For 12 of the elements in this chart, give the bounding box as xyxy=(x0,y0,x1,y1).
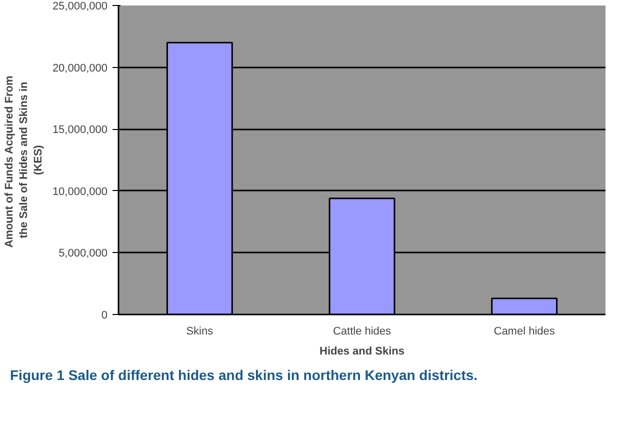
y-tick-label: 25,000,000 xyxy=(52,0,108,12)
y-axis-title: Amount of Funds Acquired From the Sale of Hides and Skins in (KES) xyxy=(4,76,44,248)
y-tick-label: 10,000,000 xyxy=(52,186,108,198)
x-axis-title: Hides and Skins xyxy=(320,346,404,358)
x-tick-label: Camel hides xyxy=(494,326,556,338)
y-tick-label: 0 xyxy=(101,310,108,322)
y-tick-label: 20,000,000 xyxy=(52,62,108,74)
y-tick-label: 15,000,000 xyxy=(52,124,108,136)
y-tick-label: 5,000,000 xyxy=(58,248,108,260)
caption: Figure 1 Sale of different hides and skins in northern Kenyan districts. xyxy=(10,366,478,385)
x-tick-label: Cattle hides xyxy=(332,326,392,338)
x-tick-label: Skins xyxy=(186,326,214,338)
